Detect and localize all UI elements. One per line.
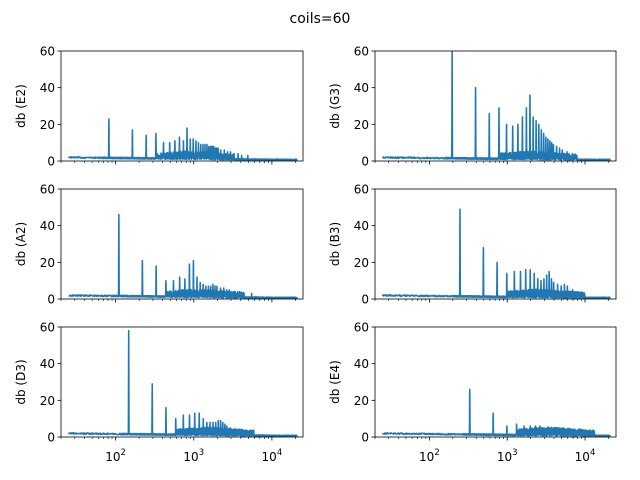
y-axis-label: db (E4) <box>328 360 342 404</box>
subplot-4: 0 20 40 60 db (B3) <box>328 183 617 307</box>
y-axis-label: db (A2) <box>14 222 28 266</box>
y-tick-label: 20 <box>40 394 55 408</box>
y-axis-label: db (E2) <box>14 84 28 128</box>
y-tick-label: 40 <box>40 219 55 233</box>
y-tick-label: 60 <box>354 183 369 197</box>
y-axis-label: db (B3) <box>328 222 342 266</box>
axes-frame <box>60 50 304 162</box>
y-tick-label: 20 <box>354 256 369 270</box>
spectrum-line <box>381 208 611 299</box>
x-tick-label: 103 <box>497 448 518 464</box>
spectrum-line <box>67 118 298 161</box>
subplot-2: 0 20 40 60 db (G3) <box>328 45 617 169</box>
subplot-5: 0 20 40 60 102 103 104 db (D3) <box>14 321 304 464</box>
y-tick-label: 0 <box>361 155 369 169</box>
y-tick-label: 0 <box>47 293 55 307</box>
y-tick-label: 40 <box>354 81 369 95</box>
y-tick-label: 0 <box>361 293 369 307</box>
y-tick-label: 60 <box>40 45 55 59</box>
x-tick-label: 104 <box>262 448 283 464</box>
y-tick-label: 40 <box>354 357 369 371</box>
subplot-6: 0 20 40 60 102 103 104 db (E4) <box>328 321 617 464</box>
axes-frame <box>60 326 304 438</box>
figure-suptitle: coils=60 <box>290 11 351 27</box>
x-tick-label: 102 <box>105 448 126 464</box>
spectrum-line <box>67 329 298 437</box>
axes-frame <box>374 326 617 438</box>
y-tick-label: 0 <box>47 155 55 169</box>
y-tick-label: 40 <box>354 219 369 233</box>
axes-frame <box>374 188 617 300</box>
y-tick-label: 60 <box>354 45 369 59</box>
y-tick-label: 0 <box>47 431 55 445</box>
x-tick-label: 104 <box>575 448 596 464</box>
spectrum-line <box>68 213 298 299</box>
y-axis-label: db (G3) <box>328 83 342 128</box>
y-tick-label: 60 <box>40 321 55 335</box>
y-tick-label: 60 <box>354 321 369 335</box>
spectrum-line <box>381 388 611 437</box>
y-tick-label: 40 <box>40 357 55 371</box>
y-tick-label: 40 <box>40 81 55 95</box>
y-tick-label: 60 <box>40 183 55 197</box>
y-tick-label: 20 <box>354 118 369 132</box>
spectrum-line <box>381 51 611 161</box>
axes-frame <box>60 188 304 300</box>
y-tick-label: 0 <box>361 431 369 445</box>
y-axis-label: db (D3) <box>14 359 28 404</box>
y-tick-label: 20 <box>40 118 55 132</box>
x-tick-label: 102 <box>419 448 440 464</box>
subplot-1: 0 20 40 60 db (E2) <box>14 45 304 169</box>
axes-frame <box>374 50 617 162</box>
subplot-3: 0 20 40 60 db (A2) <box>14 183 304 307</box>
subplots: 0 20 40 60 db (E2) 0 20 40 60 db (G3) 0 20 40 60 db (A… <box>14 45 617 464</box>
y-tick-label: 20 <box>40 256 55 270</box>
y-tick-label: 20 <box>354 394 369 408</box>
x-tick-label: 103 <box>183 448 204 464</box>
